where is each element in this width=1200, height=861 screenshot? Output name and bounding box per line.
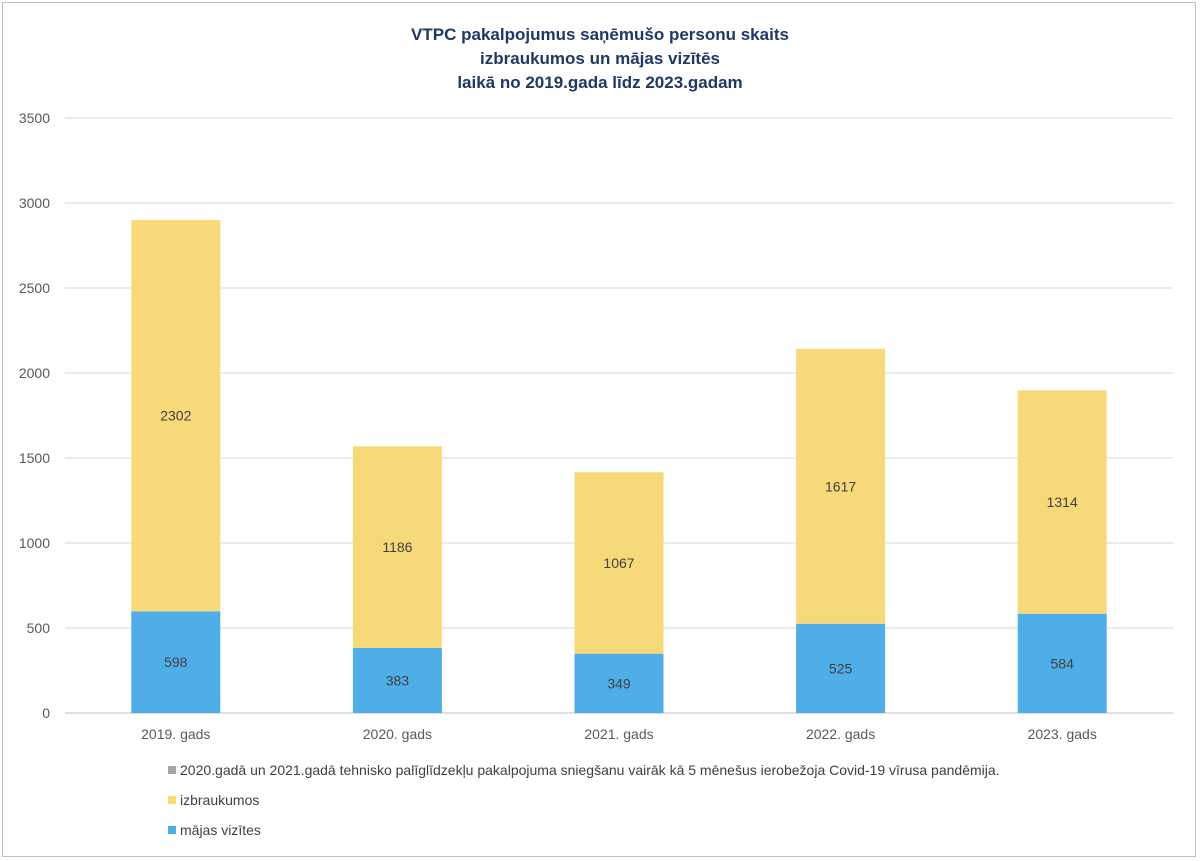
bar-izbraukumos-2 bbox=[574, 472, 664, 654]
y-tick-label-3500: 3500 bbox=[19, 110, 50, 126]
data-label-izbraukumos-2: 1067 bbox=[603, 555, 634, 571]
bar-majas-vizites-3 bbox=[796, 623, 886, 713]
data-label-izbraukumos-0: 2302 bbox=[160, 408, 191, 424]
bar-majas-vizites-0 bbox=[131, 611, 221, 713]
x-tick-label-4: 2023. gads bbox=[1028, 726, 1097, 742]
y-tick-label-1500: 1500 bbox=[19, 450, 50, 466]
data-label-majas-vizites-0: 598 bbox=[164, 654, 188, 670]
bar-izbraukumos-1 bbox=[352, 446, 442, 648]
legend-swatch-majas-vizites bbox=[168, 826, 176, 834]
chart-title: VTPC pakalpojumus saņēmušo personu skait… bbox=[3, 23, 1197, 95]
x-tick-label-3: 2022. gads bbox=[806, 726, 875, 742]
data-label-izbraukumos-1: 1186 bbox=[382, 539, 412, 555]
legend-swatch-note bbox=[168, 766, 176, 774]
legend-label-note: 2020.gadā un 2021.gadā tehnisko palīglīd… bbox=[180, 762, 1000, 778]
legend-item-majas-vizites: mājas vizītes bbox=[168, 822, 261, 838]
data-label-izbraukumos-3: 1617 bbox=[825, 478, 856, 494]
bar-izbraukumos-4 bbox=[1017, 390, 1107, 614]
legend-label-majas-vizites: mājas vizītes bbox=[180, 822, 261, 838]
chart-title-line-1: VTPC pakalpojumus saņēmušo personu skait… bbox=[411, 25, 789, 44]
chart-title-line-2: izbraukumos un mājas vizītēs bbox=[480, 49, 720, 68]
bar-izbraukumos-0 bbox=[131, 220, 221, 612]
y-tick-label-3000: 3000 bbox=[19, 195, 50, 211]
legend-item-izbraukumos: izbraukumos bbox=[168, 792, 259, 808]
data-label-majas-vizites-1: 383 bbox=[386, 672, 410, 688]
y-tick-label-2000: 2000 bbox=[19, 365, 50, 381]
legend-swatch-izbraukumos bbox=[168, 796, 176, 804]
legend-item-note: 2020.gadā un 2021.gadā tehnisko palīglīd… bbox=[168, 762, 1000, 778]
data-label-majas-vizites-3: 525 bbox=[829, 660, 853, 676]
y-tick-label-500: 500 bbox=[27, 620, 51, 636]
bar-majas-vizites-2 bbox=[574, 653, 664, 713]
bar-majas-vizites-1 bbox=[352, 647, 442, 713]
chart-title-line-3: laikā no 2019.gada līdz 2023.gadam bbox=[457, 73, 743, 92]
data-label-majas-vizites-4: 584 bbox=[1051, 655, 1075, 671]
y-tick-label-1000: 1000 bbox=[19, 535, 50, 551]
data-label-izbraukumos-4: 1314 bbox=[1047, 494, 1078, 510]
x-tick-label-2: 2021. gads bbox=[584, 726, 653, 742]
bar-majas-vizites-4 bbox=[1017, 613, 1107, 713]
y-tick-label-2500: 2500 bbox=[19, 280, 50, 296]
x-tick-label-0: 2019. gads bbox=[141, 726, 210, 742]
legend-label-izbraukumos: izbraukumos bbox=[180, 792, 260, 808]
x-tick-label-1: 2020. gads bbox=[363, 726, 432, 742]
y-tick-label-0: 0 bbox=[42, 705, 50, 721]
bar-izbraukumos-3 bbox=[796, 348, 886, 624]
data-label-majas-vizites-2: 349 bbox=[607, 675, 631, 691]
